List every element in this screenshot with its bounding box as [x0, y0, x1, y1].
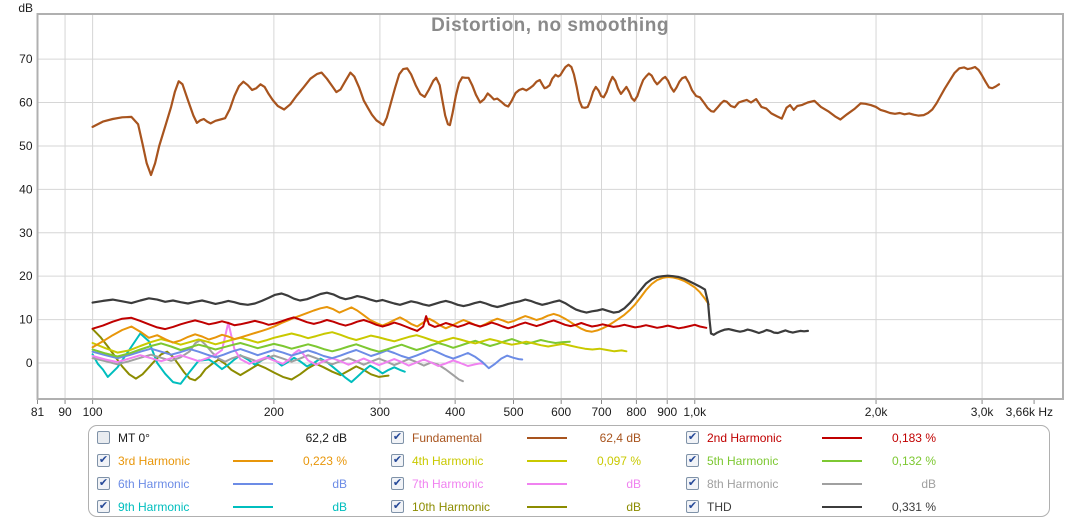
- series-6th-harmonic: [91, 347, 524, 370]
- legend-label-3rd-harmonic: 3rd Harmonic: [118, 454, 191, 468]
- legend-label-7th-harmonic: 7th Harmonic: [412, 477, 484, 491]
- legend-checkbox-3rd-harmonic[interactable]: ✔: [97, 454, 110, 467]
- y-tick-label: 10: [19, 313, 33, 327]
- series-2nd-harmonic: [91, 315, 708, 332]
- legend-checkbox-fundamental[interactable]: ✔: [391, 431, 404, 444]
- legend-swatch-9th-harmonic: [233, 506, 273, 508]
- legend-value-9th-harmonic: dB: [332, 500, 347, 514]
- legend-swatch-3rd-harmonic: [233, 460, 273, 462]
- x-tick-label: 81: [31, 405, 45, 419]
- x-tick-label: 1,0k: [683, 405, 707, 419]
- legend-value-mt-0: 62,2 dB: [305, 431, 347, 445]
- legend-checkbox-mt-0[interactable]: [97, 431, 110, 444]
- legend-checkbox-2nd-harmonic[interactable]: ✔: [686, 431, 699, 444]
- x-tick-label: 3,66k Hz: [1006, 405, 1053, 419]
- x-tick-label: 3,0k: [971, 405, 995, 419]
- x-tick-label: 800: [626, 405, 646, 419]
- legend-swatch-5th-harmonic: [822, 460, 862, 462]
- legend-checkbox-4th-harmonic[interactable]: ✔: [391, 454, 404, 467]
- series-3rd-harmonic: [91, 276, 710, 349]
- legend-value-2nd-harmonic: 0,183 %: [891, 431, 936, 445]
- legend-value-10th-harmonic: dB: [626, 500, 641, 514]
- x-tick-label: 2,0k: [865, 405, 889, 419]
- legend-swatch-8th-harmonic: [822, 483, 862, 485]
- legend-item-4th-harmonic: ✔ 4th Harmonic 0,097 %: [389, 450, 643, 473]
- legend-label-9th-harmonic: 9th Harmonic: [118, 500, 190, 514]
- y-tick-label: 30: [19, 226, 33, 240]
- series-8th-harmonic: [91, 339, 464, 383]
- x-tick-label: 200: [264, 405, 284, 419]
- x-tick-label: 90: [58, 405, 72, 419]
- legend-item-10th-harmonic: ✔ 10th Harmonic dB: [389, 496, 643, 519]
- legend-item-thd: ✔ THD 0,331 %: [684, 496, 938, 519]
- series-5th-harmonic: [91, 338, 571, 358]
- legend-value-8th-harmonic: dB: [921, 477, 936, 491]
- legend-value-3rd-harmonic: 0,223 %: [302, 454, 347, 468]
- legend-item-6th-harmonic: ✔ 6th Harmonic dB: [95, 473, 349, 496]
- legend-item-3rd-harmonic: ✔ 3rd Harmonic 0,223 %: [95, 450, 349, 473]
- x-tick-label: 600: [551, 405, 571, 419]
- chart-title: Distortion, no smoothing: [431, 15, 669, 36]
- y-tick-label: 0: [26, 356, 33, 370]
- legend-label-4th-harmonic: 4th Harmonic: [412, 454, 484, 468]
- distortion-chart: 81 90 100 200 300 400 500 600 700 800 900 1,0k 2,0k 3…: [0, 0, 1068, 425]
- y-tick-label: 50: [19, 139, 33, 153]
- series-4th-harmonic: [91, 331, 628, 354]
- legend-swatch-6th-harmonic: [233, 483, 273, 485]
- legend-label-8th-harmonic: 8th Harmonic: [707, 477, 779, 491]
- series-thd: [91, 274, 810, 336]
- x-tick-label: 500: [503, 405, 523, 419]
- legend-item-7th-harmonic: ✔ 7th Harmonic dB: [389, 473, 643, 496]
- legend-label-2nd-harmonic: 2nd Harmonic: [707, 431, 782, 445]
- y-tick-label: 20: [19, 269, 33, 283]
- legend-swatch-7th-harmonic: [527, 483, 567, 485]
- legend-label-thd: THD: [707, 500, 732, 514]
- legend-checkbox-9th-harmonic[interactable]: ✔: [97, 500, 110, 513]
- legend-item-2nd-harmonic: ✔ 2nd Harmonic 0,183 %: [684, 427, 938, 450]
- legend-checkbox-10th-harmonic[interactable]: ✔: [391, 500, 404, 513]
- legend-checkbox-thd[interactable]: ✔: [686, 500, 699, 513]
- y-axis-unit-label: dB: [18, 1, 33, 15]
- legend-swatch-thd: [822, 506, 862, 508]
- y-tick-label: 60: [19, 96, 33, 110]
- legend-swatch-fundamental: [527, 437, 567, 439]
- legend-value-fundamental: 62,4 dB: [599, 431, 641, 445]
- series-10th-harmonic: [91, 328, 390, 382]
- legend-item-9th-harmonic: ✔ 9th Harmonic dB: [95, 496, 349, 519]
- legend-item-8th-harmonic: ✔ 8th Harmonic dB: [684, 473, 938, 496]
- legend-swatch-2nd-harmonic: [822, 437, 862, 439]
- legend-panel: MT 0° 62,2 dB ✔ Fundamental 62,4 dB ✔ 2nd Harm…: [88, 425, 1050, 517]
- y-tick-label: 40: [19, 182, 33, 196]
- series-7th-harmonic: [91, 321, 486, 367]
- x-tick-label: 900: [657, 405, 677, 419]
- legend-item-5th-harmonic: ✔ 5th Harmonic 0,132 %: [684, 450, 938, 473]
- series-fundamental: [91, 63, 1001, 177]
- legend-swatch-10th-harmonic: [527, 506, 567, 508]
- legend-value-6th-harmonic: dB: [332, 477, 347, 491]
- legend-label-fundamental: Fundamental: [412, 431, 483, 445]
- legend-value-thd: 0,331 %: [891, 500, 936, 514]
- legend-value-5th-harmonic: 0,132 %: [891, 454, 936, 468]
- x-tick-label: 400: [445, 405, 465, 419]
- legend-checkbox-5th-harmonic[interactable]: ✔: [686, 454, 699, 467]
- legend-label-5th-harmonic: 5th Harmonic: [707, 454, 779, 468]
- legend-checkbox-6th-harmonic[interactable]: ✔: [97, 477, 110, 490]
- legend-swatch-4th-harmonic: [527, 460, 567, 462]
- y-tick-label: 70: [19, 52, 33, 66]
- legend-item-mt-0: MT 0° 62,2 dB: [95, 427, 349, 450]
- legend-value-4th-harmonic: 0,097 %: [596, 454, 641, 468]
- legend-value-7th-harmonic: dB: [626, 477, 641, 491]
- legend-checkbox-7th-harmonic[interactable]: ✔: [391, 477, 404, 490]
- legend-label-mt-0: MT 0°: [118, 431, 150, 445]
- legend-checkbox-8th-harmonic[interactable]: ✔: [686, 477, 699, 490]
- legend-item-fundamental: ✔ Fundamental 62,4 dB: [389, 427, 643, 450]
- x-tick-label: 700: [591, 405, 611, 419]
- distortion-plot-canvas[interactable]: 81 90 100 200 300 400 500 600 700 800 900 1,0k 2,0k 3…: [0, 0, 1068, 425]
- x-tick-label: 100: [83, 405, 103, 419]
- legend-label-6th-harmonic: 6th Harmonic: [118, 477, 190, 491]
- plot-frame: [36, 13, 1064, 400]
- x-tick-label: 300: [370, 405, 390, 419]
- legend-label-10th-harmonic: 10th Harmonic: [412, 500, 491, 514]
